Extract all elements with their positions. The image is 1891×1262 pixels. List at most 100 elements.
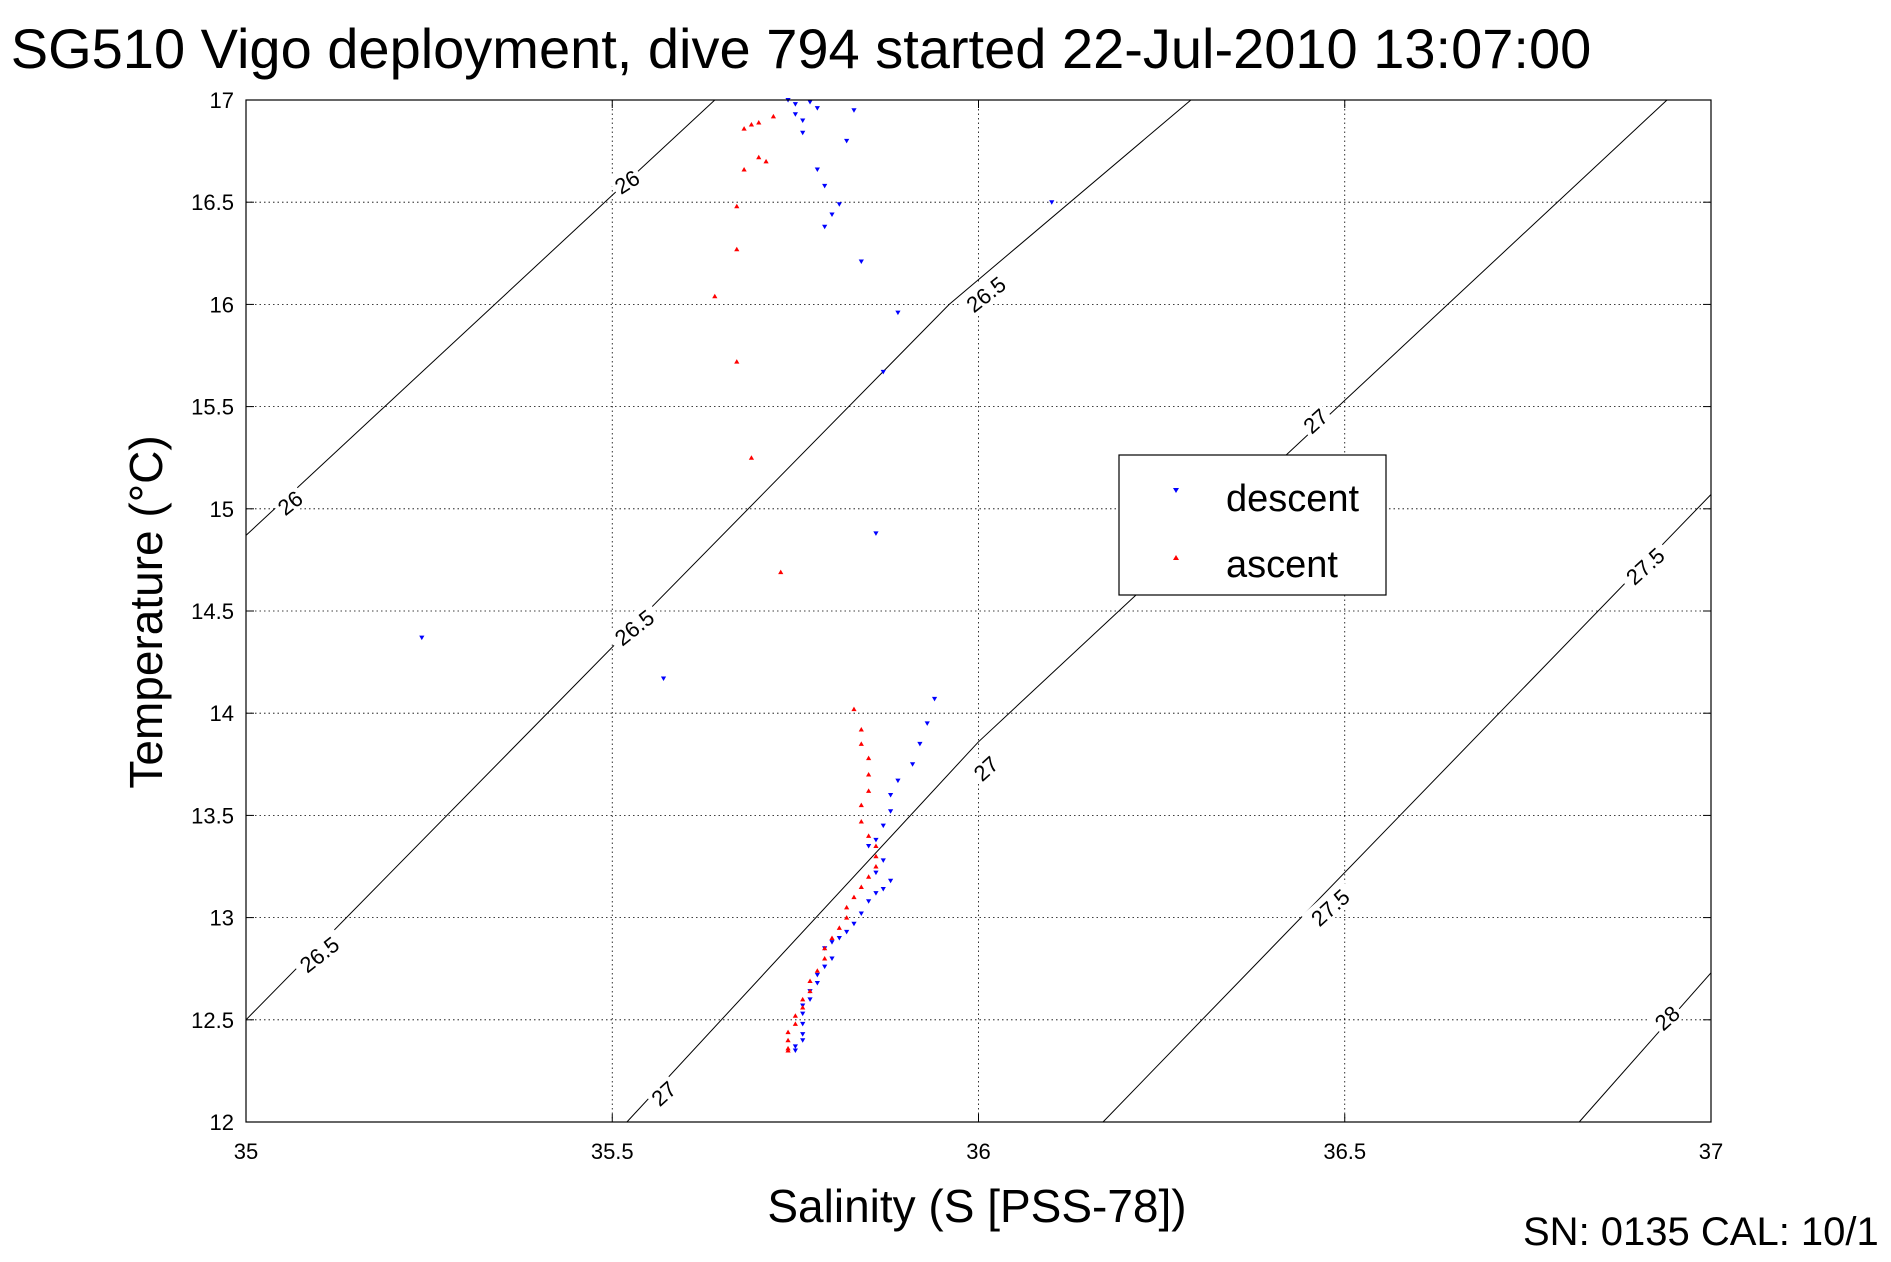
descent-point <box>880 858 886 863</box>
y-tick-label: 14.5 <box>191 599 234 624</box>
descent-point <box>917 741 923 747</box>
descent-point <box>844 929 850 935</box>
grid-lines <box>246 100 1711 1122</box>
density-contour-27.5 <box>1102 494 1712 1123</box>
density-contour-26.5 <box>245 99 1192 1021</box>
y-tick-label: 16 <box>210 292 234 317</box>
ascent-point <box>712 293 718 299</box>
ascent-point <box>785 1037 791 1043</box>
ascent-point <box>778 569 784 575</box>
legend-ascent-marker <box>1173 555 1179 560</box>
contour-label: 27 <box>969 751 1004 786</box>
descent-point <box>829 956 835 961</box>
chart-title: SG510 Vigo deployment, dive 794 started … <box>11 17 1592 80</box>
x-axis-label: Salinity (S [PSS-78]) <box>767 1180 1186 1232</box>
legend-descent-label: descent <box>1226 478 1360 520</box>
descent-point <box>888 792 894 798</box>
descent-point <box>792 1048 798 1053</box>
ascent-point <box>829 935 835 941</box>
x-tick-label: 36 <box>966 1139 990 1164</box>
ascent-point <box>814 968 820 973</box>
contour-label-bg <box>643 1073 683 1112</box>
descent-point <box>888 878 894 884</box>
ascent-point <box>792 1021 798 1026</box>
ascent-point <box>866 833 872 838</box>
descent-point <box>924 721 930 726</box>
y-tick-label: 17 <box>210 88 234 113</box>
descent-point <box>800 1011 806 1017</box>
x-tick-label: 37 <box>1699 1139 1723 1164</box>
ascent-point <box>741 126 747 131</box>
descent-point <box>792 1044 798 1049</box>
descent-point <box>814 167 820 172</box>
descent-point <box>866 899 872 904</box>
ascent-point <box>844 904 850 910</box>
ascent-point <box>763 158 769 164</box>
descent-point <box>800 118 806 123</box>
descent-point <box>836 936 842 941</box>
y-tick-label: 15.5 <box>191 395 234 420</box>
ascent-point <box>741 166 747 172</box>
descent-point <box>880 369 886 375</box>
descent-point <box>800 1021 806 1027</box>
ascent-point <box>792 1013 798 1018</box>
ascent-point <box>748 455 755 460</box>
descent-point <box>800 1032 806 1037</box>
contour-label-bg <box>1301 879 1358 934</box>
descent-point <box>822 183 828 189</box>
descent-point <box>1049 200 1055 205</box>
descent-point <box>873 891 879 896</box>
ascent-point <box>734 359 740 364</box>
descent-point <box>851 108 857 113</box>
axis-ticks: 35 35.5 36 36.5 37 12 12.5 13 13.5 14 14.5 15 15.5 16… <box>191 88 1723 1164</box>
descent-point <box>792 102 798 107</box>
ascent-point <box>800 1005 806 1010</box>
ascent-point <box>873 853 879 859</box>
ascent-point <box>844 915 850 920</box>
ascent-point <box>873 843 879 849</box>
x-tick-label: 35.5 <box>591 1139 634 1164</box>
descent-point <box>858 259 864 264</box>
y-tick-label: 15 <box>210 497 234 522</box>
descent-point <box>800 130 806 136</box>
x-tick-label: 36.5 <box>1323 1139 1366 1164</box>
ascent-point <box>748 122 755 127</box>
data-points <box>419 98 1055 1053</box>
y-tick-label: 12.5 <box>191 1008 234 1033</box>
contour-label: 27 <box>646 1076 681 1111</box>
contour-label-bg <box>1295 401 1334 440</box>
descent-point <box>873 870 879 876</box>
ascent-point <box>734 203 740 209</box>
descent-point <box>822 964 828 970</box>
descent-point <box>807 100 813 105</box>
y-tick-label: 12 <box>210 1110 234 1135</box>
descent-point <box>836 202 842 207</box>
y-tick-label: 14 <box>210 701 234 726</box>
serial-calibration-note: SN: 0135 CAL: 10/1 <box>1523 1210 1879 1254</box>
ascent-point <box>770 113 776 119</box>
ascent-point <box>873 864 879 869</box>
descent-point <box>814 972 820 978</box>
ascent-point <box>785 1029 791 1035</box>
descent-point <box>844 138 850 144</box>
descent-point <box>419 635 425 641</box>
contour-label-bg <box>270 483 309 521</box>
descent-point <box>909 762 916 767</box>
y-tick-label: 13.5 <box>191 803 234 828</box>
y-axis-label: Temperature (°C) <box>120 435 172 788</box>
contour-label-bg <box>1616 538 1673 593</box>
descent-point <box>822 224 828 230</box>
ascent-point <box>756 154 762 160</box>
ascent-point <box>858 819 864 824</box>
descent-point <box>895 310 901 316</box>
descent-point <box>800 1038 806 1043</box>
ascent-point <box>734 246 740 252</box>
descent-point <box>873 531 879 536</box>
contour-label-bg <box>965 748 1005 787</box>
ascent-point <box>866 755 872 761</box>
descent-point <box>829 940 835 945</box>
ascent-point <box>800 996 806 1002</box>
legend-descent-marker <box>1173 488 1179 493</box>
